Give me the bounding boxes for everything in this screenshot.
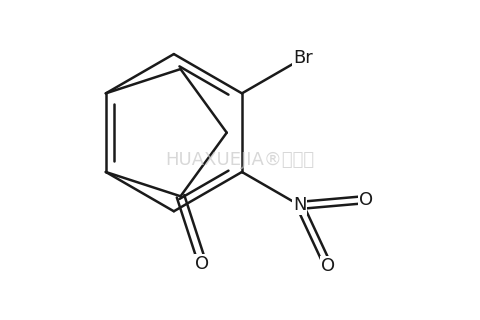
Text: O: O [321, 257, 335, 275]
Text: O: O [195, 254, 209, 273]
Text: N: N [293, 196, 307, 214]
Text: Br: Br [293, 49, 313, 67]
Text: O: O [360, 191, 373, 209]
Text: HUAXUEJIA®化学加: HUAXUEJIA®化学加 [166, 151, 314, 169]
